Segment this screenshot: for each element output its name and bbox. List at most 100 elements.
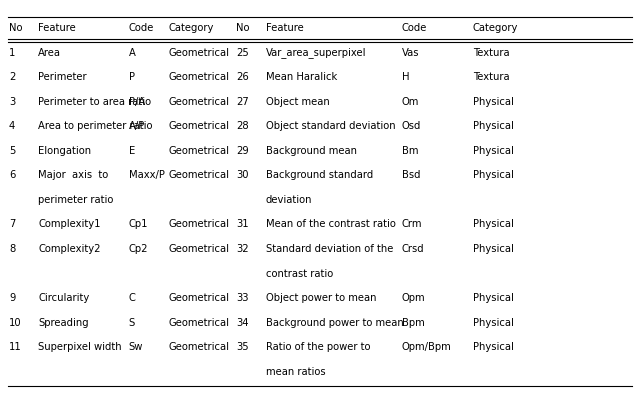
Text: Perimeter: Perimeter xyxy=(38,72,87,82)
Text: 10: 10 xyxy=(9,318,22,328)
Text: Major  axis  to: Major axis to xyxy=(38,170,109,180)
Text: Physical: Physical xyxy=(473,220,514,229)
Text: Geometrical: Geometrical xyxy=(168,244,229,254)
Text: Sw: Sw xyxy=(129,342,143,352)
Text: Background standard: Background standard xyxy=(266,170,373,180)
Text: deviation: deviation xyxy=(266,195,312,205)
Text: 25: 25 xyxy=(236,47,248,58)
Text: Area: Area xyxy=(38,47,61,58)
Text: Geometrical: Geometrical xyxy=(168,170,229,180)
Text: Geometrical: Geometrical xyxy=(168,318,229,328)
Text: Maxx/P: Maxx/P xyxy=(129,170,164,180)
Text: Osd: Osd xyxy=(401,121,421,131)
Text: Textura: Textura xyxy=(473,72,509,82)
Text: perimeter ratio: perimeter ratio xyxy=(38,195,114,205)
Text: Complexity1: Complexity1 xyxy=(38,220,101,229)
Text: Background mean: Background mean xyxy=(266,146,357,156)
Text: 26: 26 xyxy=(236,72,248,82)
Text: Standard deviation of the: Standard deviation of the xyxy=(266,244,393,254)
Text: Circularity: Circularity xyxy=(38,293,90,303)
Text: Geometrical: Geometrical xyxy=(168,293,229,303)
Text: Object power to mean: Object power to mean xyxy=(266,293,376,303)
Text: Spreading: Spreading xyxy=(38,318,89,328)
Text: Physical: Physical xyxy=(473,121,514,131)
Text: 31: 31 xyxy=(236,220,248,229)
Text: Mean of the contrast ratio: Mean of the contrast ratio xyxy=(266,220,396,229)
Text: 27: 27 xyxy=(236,97,248,107)
Text: Bsd: Bsd xyxy=(401,170,420,180)
Text: 3: 3 xyxy=(9,97,15,107)
Text: Geometrical: Geometrical xyxy=(168,97,229,107)
Text: Crsd: Crsd xyxy=(401,244,424,254)
Text: Category: Category xyxy=(168,23,214,33)
Text: Opm: Opm xyxy=(401,293,425,303)
Text: Cp1: Cp1 xyxy=(129,220,148,229)
Text: Physical: Physical xyxy=(473,342,514,352)
Text: 6: 6 xyxy=(9,170,15,180)
Text: Textura: Textura xyxy=(473,47,509,58)
Text: Background power to mean: Background power to mean xyxy=(266,318,404,328)
Text: Crm: Crm xyxy=(401,220,422,229)
Text: 1: 1 xyxy=(9,47,15,58)
Text: 34: 34 xyxy=(236,318,248,328)
Text: 7: 7 xyxy=(9,220,15,229)
Text: 33: 33 xyxy=(236,293,248,303)
Text: No: No xyxy=(236,23,250,33)
Text: Code: Code xyxy=(129,23,154,33)
Text: P/A: P/A xyxy=(129,97,145,107)
Text: S: S xyxy=(129,318,135,328)
Text: Feature: Feature xyxy=(266,23,303,33)
Text: 32: 32 xyxy=(236,244,248,254)
Text: Feature: Feature xyxy=(38,23,76,33)
Text: 28: 28 xyxy=(236,121,248,131)
Text: 11: 11 xyxy=(9,342,22,352)
Text: Category: Category xyxy=(473,23,518,33)
Text: Mean Haralick: Mean Haralick xyxy=(266,72,337,82)
Text: Opm/Bpm: Opm/Bpm xyxy=(401,342,451,352)
Text: 29: 29 xyxy=(236,146,248,156)
Text: Vas: Vas xyxy=(401,47,419,58)
Text: Superpixel width: Superpixel width xyxy=(38,342,122,352)
Text: Physical: Physical xyxy=(473,97,514,107)
Text: Geometrical: Geometrical xyxy=(168,121,229,131)
Text: Geometrical: Geometrical xyxy=(168,342,229,352)
Text: 2: 2 xyxy=(9,72,15,82)
Text: 8: 8 xyxy=(9,244,15,254)
Text: Physical: Physical xyxy=(473,244,514,254)
Text: Code: Code xyxy=(401,23,427,33)
Text: Geometrical: Geometrical xyxy=(168,220,229,229)
Text: Complexity2: Complexity2 xyxy=(38,244,101,254)
Text: Physical: Physical xyxy=(473,293,514,303)
Text: Object standard deviation: Object standard deviation xyxy=(266,121,396,131)
Text: H: H xyxy=(401,72,409,82)
Text: Perimeter to area ratio: Perimeter to area ratio xyxy=(38,97,152,107)
Text: 4: 4 xyxy=(9,121,15,131)
Text: 35: 35 xyxy=(236,342,248,352)
Text: Om: Om xyxy=(401,97,419,107)
Text: Physical: Physical xyxy=(473,146,514,156)
Text: 9: 9 xyxy=(9,293,15,303)
Text: No: No xyxy=(9,23,22,33)
Text: Cp2: Cp2 xyxy=(129,244,148,254)
Text: A: A xyxy=(129,47,136,58)
Text: mean ratios: mean ratios xyxy=(266,367,326,377)
Text: Ratio of the power to: Ratio of the power to xyxy=(266,342,371,352)
Text: Elongation: Elongation xyxy=(38,146,92,156)
Text: A/P: A/P xyxy=(129,121,145,131)
Text: Geometrical: Geometrical xyxy=(168,72,229,82)
Text: Object mean: Object mean xyxy=(266,97,330,107)
Text: 5: 5 xyxy=(9,146,15,156)
Text: Physical: Physical xyxy=(473,170,514,180)
Text: Bpm: Bpm xyxy=(401,318,424,328)
Text: Physical: Physical xyxy=(473,318,514,328)
Text: Geometrical: Geometrical xyxy=(168,47,229,58)
Text: contrast ratio: contrast ratio xyxy=(266,269,333,279)
Text: Geometrical: Geometrical xyxy=(168,146,229,156)
Text: P: P xyxy=(129,72,135,82)
Text: Var_area_superpixel: Var_area_superpixel xyxy=(266,47,366,58)
Text: 30: 30 xyxy=(236,170,248,180)
Text: E: E xyxy=(129,146,135,156)
Text: Area to perimeter ratio: Area to perimeter ratio xyxy=(38,121,153,131)
Text: C: C xyxy=(129,293,136,303)
Text: Bm: Bm xyxy=(401,146,418,156)
